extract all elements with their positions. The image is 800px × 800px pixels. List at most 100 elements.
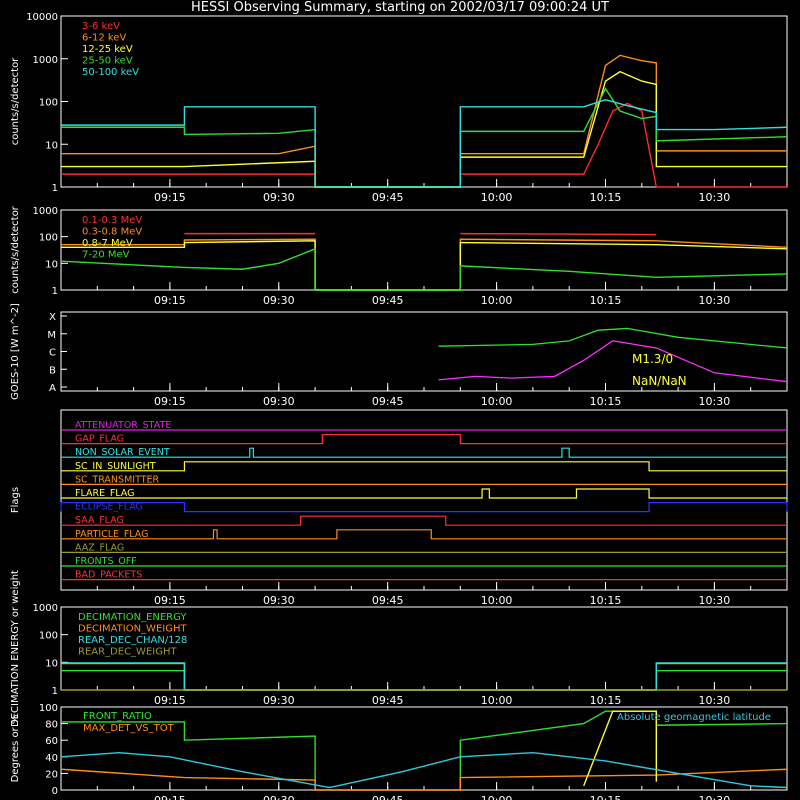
panel-counts-xtick-label: 10:15 bbox=[590, 191, 622, 204]
flag-label: SAA_FLAG bbox=[75, 515, 124, 526]
panel-ratio-series-line bbox=[583, 710, 658, 787]
panel-goes-ylabel: GOES-10 [W m^-2] bbox=[10, 303, 21, 400]
page-title: HESSI Observing Summary, starting on 200… bbox=[191, 0, 609, 15]
panel-counts-ytick-label: 10000 bbox=[26, 12, 58, 23]
goes-class-label: X bbox=[49, 312, 56, 323]
panel-counts-ytick-label: 1 bbox=[52, 183, 58, 194]
panel-decimation-xtick-label: 10:00 bbox=[481, 694, 513, 707]
panel-ratio-ytick-label: 40 bbox=[45, 753, 58, 764]
panel-counts-ytick-label: 1000 bbox=[33, 55, 58, 66]
panel-counts-ytick-label: 100 bbox=[39, 98, 58, 109]
panel-decimation-ytick-label: 1000 bbox=[33, 603, 58, 614]
goes-class-label: M bbox=[47, 330, 56, 341]
panel-counts-mev-frame bbox=[60, 209, 788, 291]
goes-series-line bbox=[438, 340, 788, 383]
legend-entry: 50-100 keV bbox=[82, 67, 139, 78]
panel-goes-xtick-label: 09:45 bbox=[372, 395, 404, 408]
legend-entry: DECIMATION_WEIGHT bbox=[78, 624, 187, 635]
flag-label: BAD_PACKETS bbox=[75, 570, 142, 581]
legend-entry: 0.8-7 MeV bbox=[82, 238, 133, 249]
panel-decimation-ytick-label: 100 bbox=[39, 631, 58, 642]
panel-ratio-ytick-label: 100 bbox=[39, 703, 58, 714]
panel-goes-xtick-label: 10:15 bbox=[590, 395, 622, 408]
panel-ratio-ylabel: Degrees or % bbox=[10, 715, 21, 783]
panel-ratio-ytick-label: 80 bbox=[45, 720, 58, 731]
panel-ratio-xtick-label: 09:30 bbox=[263, 794, 295, 800]
flag-line bbox=[60, 502, 788, 513]
panel-ratio-ytick-label: 0 bbox=[52, 786, 58, 797]
flag-line bbox=[61, 434, 787, 445]
flag-line bbox=[61, 447, 787, 458]
flag-label: NON_SOLAR_EVENT bbox=[75, 447, 170, 458]
panel-ratio-ytick-label: 20 bbox=[45, 769, 58, 780]
flag-label: FLARE_FLAG bbox=[75, 488, 135, 499]
panel-flags-xtick-label: 09:45 bbox=[372, 594, 404, 607]
panel-counts-mev-xtick-label: 10:15 bbox=[590, 294, 622, 307]
panel-decimation-ylabel: DECIMATION ENERGY or weight bbox=[10, 570, 21, 727]
panel-goes-xtick-label: 10:00 bbox=[481, 395, 513, 408]
panel-counts-mev-series-line bbox=[60, 247, 788, 291]
panel-counts-mev-ylabel: counts/s/detector bbox=[10, 205, 21, 293]
legend-entry: MAX_DET_VS_TOT bbox=[83, 723, 175, 734]
flag-label: ATTENUATOR_STATE bbox=[75, 420, 171, 431]
panel-ratio-xtick-label: 09:15 bbox=[154, 794, 186, 800]
panel-ratio-xtick-label: 10:00 bbox=[481, 794, 513, 800]
panel-goes-xtick-label: 09:15 bbox=[154, 395, 186, 408]
panel-ratio-series-line bbox=[60, 768, 788, 791]
legend-entry: 3-6 keV bbox=[82, 21, 120, 32]
panel-counts-series-line bbox=[61, 102, 787, 188]
flag-label: AAZ_FLAG bbox=[75, 542, 124, 553]
panel-ratio-series-line bbox=[60, 751, 788, 789]
panel-counts-xtick-label: 09:45 bbox=[372, 191, 404, 204]
legend-entry: 12-25 keV bbox=[82, 44, 133, 55]
panel-flags-xtick-label: 09:30 bbox=[263, 594, 295, 607]
panel-decimation-xtick-label: 09:45 bbox=[372, 694, 404, 707]
panel-counts-series-line bbox=[61, 87, 788, 188]
flag-line bbox=[61, 461, 787, 472]
panel-counts-mev-ytick-label: 1000 bbox=[33, 206, 58, 217]
panel-counts-mev-ytick-label: 10 bbox=[45, 259, 58, 270]
flag-label: GAP_FLAG bbox=[75, 434, 124, 445]
legend-entry: Absolute geomagnetic latitude bbox=[617, 712, 771, 723]
panel-decimation-xtick-label: 10:15 bbox=[590, 694, 622, 707]
goes-class-annotation: M1.3/0 bbox=[632, 352, 673, 366]
panel-counts-series-line bbox=[61, 99, 788, 188]
flag-label: SC_IN_SUNLIGHT bbox=[75, 461, 156, 472]
legend-entry: 7-20 MeV bbox=[82, 250, 130, 261]
panel-counts-mev-xtick-label: 10:00 bbox=[481, 294, 513, 307]
panel-counts-xtick-label: 09:30 bbox=[263, 191, 295, 204]
panel-counts-series-line bbox=[61, 54, 787, 188]
panel-decimation-ytick-label: 1 bbox=[52, 686, 58, 697]
panel-decimation-xtick-label: 10:30 bbox=[699, 694, 731, 707]
panel-counts-mev-series-line bbox=[184, 232, 657, 236]
panel-counts-xtick-label: 10:30 bbox=[699, 191, 731, 204]
panel-flags-xtick-label: 10:30 bbox=[699, 594, 731, 607]
panel-counts-xtick-label: 10:00 bbox=[481, 191, 513, 204]
panel-goes-xtick-label: 09:30 bbox=[263, 395, 295, 408]
flag-line bbox=[61, 488, 787, 499]
flag-label: PARTICLE_FLAG bbox=[75, 529, 148, 540]
panel-decimation-xtick-label: 09:15 bbox=[154, 694, 186, 707]
goes-class-label: C bbox=[49, 348, 56, 359]
panel-counts-ytick-label: 10 bbox=[45, 140, 58, 151]
legend-entry: 0.1-0.3 MeV bbox=[82, 215, 142, 226]
panel-flags-ylabel: Flags bbox=[10, 487, 21, 513]
panel-counts-mev-xtick-label: 09:45 bbox=[372, 294, 404, 307]
goes-nan-annotation: NaN/NaN bbox=[632, 374, 687, 388]
legend-entry: DECIMATION_ENERGY bbox=[78, 612, 187, 623]
legend-entry: REAR_DEC_CHAN/128 bbox=[78, 635, 187, 646]
panel-ratio-xtick-label: 10:15 bbox=[590, 794, 622, 800]
panel-decimation-ytick-label: 10 bbox=[45, 658, 58, 669]
flag-label: FRONTS_OFF bbox=[75, 556, 137, 567]
panel-counts-mev-xtick-label: 09:30 bbox=[263, 294, 295, 307]
flag-line bbox=[61, 529, 787, 540]
panel-flags-xtick-label: 10:15 bbox=[590, 594, 622, 607]
legend-entry: 0.3-0.8 MeV bbox=[82, 227, 142, 238]
panel-flags-frame bbox=[60, 409, 788, 591]
panel-goes-xtick-label: 10:30 bbox=[699, 395, 731, 408]
panel-counts-mev-xtick-label: 09:15 bbox=[154, 294, 186, 307]
panel-counts-ylabel: counts/s/detector bbox=[10, 57, 21, 145]
legend-entry: REAR_DEC_WEIGHT bbox=[78, 647, 177, 658]
goes-series-line bbox=[438, 327, 788, 349]
panel-flags-xtick-label: 10:00 bbox=[481, 594, 513, 607]
